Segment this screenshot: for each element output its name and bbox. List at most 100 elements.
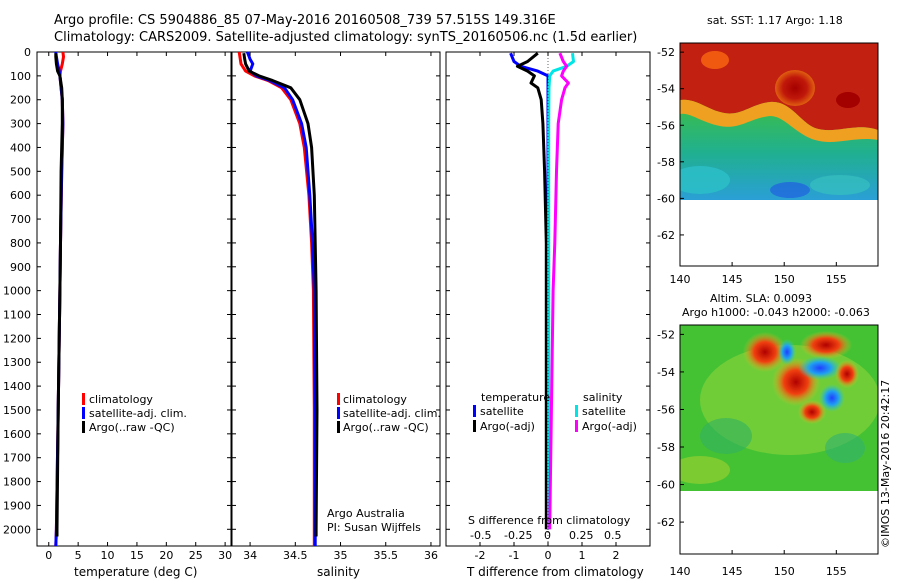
depth-tick-label: 0 (24, 46, 31, 59)
title-line-2: Climatology: CARS2009. Satellite-adjuste… (54, 30, 637, 45)
temperature-panel (36, 51, 232, 547)
legend-difference: temperature salinity satellite Argo(-adj… (473, 391, 637, 433)
legend-item: Argo(..raw -QC) (89, 421, 175, 434)
sla-positive-eddy (835, 360, 859, 388)
map-y-tick-label: -52 (657, 328, 675, 341)
s-diff-tick: -0.25 (504, 529, 532, 542)
depth-tick-label: 100 (10, 70, 31, 83)
legend-swatch (473, 405, 476, 417)
x-tick-label: 30 (218, 549, 232, 562)
s-diff-axis-label: S difference from climatology (468, 514, 631, 527)
t-diff-axis-label: T difference from climatology (466, 565, 644, 579)
map-y-tick-label: -60 (657, 479, 675, 492)
credit-line-2: PI: Susan Wijffels (327, 521, 421, 534)
sla-positive-eddy (800, 331, 852, 359)
credit-line-1: Argo Australia (327, 507, 405, 520)
sla-positive-eddy (743, 332, 787, 372)
sla-negative-eddy (778, 339, 796, 365)
legend-item: Argo(-adj) (582, 420, 637, 433)
x-tick-label: 25 (189, 549, 203, 562)
depth-tick-label: 600 (10, 189, 31, 202)
map-x-tick-label: 145 (722, 273, 743, 286)
legend-swatch (473, 420, 476, 432)
s-diff-tick: 0 (544, 529, 551, 542)
series-line-satellite-adj-clim- (245, 51, 317, 546)
s-diff-tick: 0.5 (604, 529, 622, 542)
x-tick-label: 2 (613, 549, 620, 562)
map1-title: sat. SST: 1.17 Argo: 1.18 (707, 14, 843, 27)
sst-warm-patch (701, 51, 729, 69)
depth-tick-label: 1800 (3, 476, 31, 489)
legend-temperature: climatology satellite-adj. clim. Argo(..… (82, 393, 187, 434)
depth-tick-label: 700 (10, 213, 31, 226)
legend-sal-title: salinity (583, 391, 623, 404)
depth-tick-label: 300 (10, 118, 31, 131)
legend-swatch (82, 393, 85, 405)
series-line-salinity-argo-adj- (548, 52, 570, 530)
map-x-tick-label: 150 (774, 565, 795, 578)
temperature-series (54, 51, 65, 547)
sla-map (680, 325, 878, 491)
legend-item: satellite (582, 405, 626, 418)
x-tick-label: 10 (101, 549, 115, 562)
depth-tick-label: 1400 (3, 380, 31, 393)
legend-item: satellite-adj. clim. (89, 407, 187, 420)
front-region (680, 99, 878, 142)
x-tick-label: 0 (45, 549, 52, 562)
map-x-tick-label: 140 (670, 565, 691, 578)
map-y-tick-label: -52 (657, 46, 675, 59)
map-y-tick-label: -58 (657, 441, 675, 454)
x-tick-label: 5 (75, 549, 82, 562)
title-line-1: Argo profile: CS 5904886_85 07-May-2016 … (54, 13, 556, 28)
depth-tick-label: 1100 (3, 309, 31, 322)
legend-swatch (337, 421, 340, 433)
legend-item: climatology (89, 393, 153, 406)
legend-temp-title: temperature (481, 391, 550, 404)
sst-hot-spot (775, 70, 815, 106)
map-y-tick-label: -60 (657, 192, 675, 205)
sla-anomaly (700, 418, 752, 454)
depth-tick-label: 1500 (3, 404, 31, 417)
x-tick-label: 34.5 (283, 549, 308, 562)
imos-timestamp: ©IMOS 13-May-2016 20:42:17 (879, 380, 892, 548)
x-tick-label: 36 (424, 549, 438, 562)
sla-negative-eddy (819, 384, 845, 412)
map-y-tick-label: -58 (657, 156, 675, 169)
sst-map (680, 43, 878, 200)
legend-swatch (575, 420, 578, 432)
legend-item: Argo(-adj) (480, 420, 535, 433)
sla-anomaly (680, 456, 730, 484)
depth-tick-label: 1300 (3, 356, 31, 369)
s-diff-tick: -0.5 (470, 529, 491, 542)
temperature-axis-label: temperature (deg C) (74, 565, 197, 579)
legend-swatch (82, 421, 85, 433)
s-diff-tick: 0.25 (569, 529, 594, 542)
map-y-tick-label: -54 (657, 366, 675, 379)
difference-series (509, 52, 575, 530)
salinity-axis-label: salinity (317, 565, 360, 579)
depth-tick-label: 500 (10, 165, 31, 178)
sst-cold-patch (770, 182, 810, 198)
legend-swatch (337, 393, 340, 405)
map-y-tick-label: -54 (657, 83, 675, 96)
sst-cool-patch (680, 166, 730, 194)
sla-anomaly (825, 433, 865, 463)
map2-axes: 140 145 150 155 -52 -54 -56 -58 -60 -62 (657, 328, 847, 578)
map2-frame (679, 324, 879, 555)
map-y-tick-label: -56 (657, 119, 675, 132)
x-tick-label: 20 (159, 549, 173, 562)
series-line-temperature-argo-adj- (515, 52, 548, 530)
x-tick-label: 35 (334, 549, 348, 562)
depth-tick-label: 400 (10, 141, 31, 154)
x-tick-label: 35.5 (373, 549, 398, 562)
depth-axis: 0 100 200 300 400 500 600 700 800 900 1000 1100 1200… (3, 46, 650, 536)
legend-swatch (575, 405, 578, 417)
sst-cool-patch (810, 175, 870, 195)
legend-salinity: climatology satellite-adj. clim. Argo(..… (337, 393, 441, 434)
x-tick-label: 34 (243, 549, 257, 562)
series-line-argo-raw-qc- (54, 53, 64, 537)
map-y-tick-label: -56 (657, 403, 675, 416)
map1-axes: 140 145 150 155 -52 -54 -56 -58 -60 -62 (657, 46, 847, 286)
salinity-panel (231, 51, 441, 547)
legend-swatch (82, 407, 85, 419)
